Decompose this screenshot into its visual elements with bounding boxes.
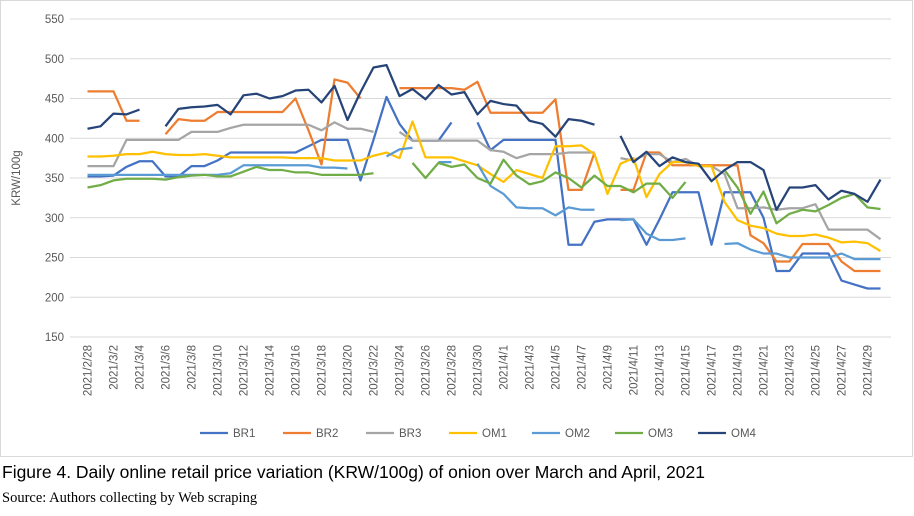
x-tick-label: 2021/3/10 [213, 345, 225, 396]
x-tick-label: 2021/3/2 [109, 345, 121, 390]
caption: Figure 4. Daily online retail price vari… [2, 462, 705, 482]
series-line [87, 146, 881, 261]
x-tick-label: 2021/4/9 [603, 345, 615, 390]
legend-label: BR1 [233, 428, 255, 440]
x-tick-label: 2021/4/23 [785, 345, 797, 396]
legend-label: OM3 [648, 428, 673, 440]
x-tick-label: 2021/3/20 [343, 345, 355, 396]
x-tick-label: 2021/3/24 [395, 344, 407, 396]
x-tick-label: 2021/4/13 [655, 345, 667, 396]
series-line [87, 120, 882, 253]
source: Source: Authors collecting by Web scrapi… [2, 490, 258, 506]
y-tick-label: 500 [45, 54, 64, 66]
y-tick-label: 400 [45, 133, 64, 145]
x-tick-label: 2021/3/30 [473, 345, 485, 396]
y-tick-label: 200 [45, 292, 64, 304]
x-tick-label: 2021/4/21 [759, 345, 771, 396]
legend-label: OM1 [482, 428, 507, 440]
series-line [87, 121, 882, 241]
series-line [87, 78, 881, 273]
x-tick-label: 2021/3/26 [421, 345, 433, 396]
y-axis-label: KRW/100g [11, 150, 23, 205]
x-tick-label: 2021/4/15 [681, 345, 693, 396]
legend-label: OM4 [731, 428, 757, 440]
x-tick-label: 2021/3/14 [265, 344, 277, 396]
x-tick-label: 2021/3/12 [239, 345, 251, 396]
x-tick-label: 2021/3/16 [291, 345, 303, 396]
y-tick-label: 350 [45, 173, 64, 185]
x-tick-label: 2021/4/17 [707, 345, 719, 396]
chart: KRW/100g 150 200 250 300 350 400 450 500 550 2021… [0, 0, 913, 457]
x-tick-label: 2021/3/8 [187, 345, 199, 390]
x-tick-label: 2021/4/19 [733, 345, 745, 396]
legend-label: OM2 [565, 428, 590, 440]
x-tick-label: 2021/4/5 [551, 345, 563, 390]
y-tick-label: 250 [45, 253, 64, 265]
x-tick-label: 2021/3/22 [369, 345, 381, 396]
y-tick-label: 550 [45, 14, 64, 26]
y-tick-label: 300 [45, 213, 64, 225]
series-line [87, 95, 881, 290]
x-tick-label: 2021/4/29 [863, 345, 875, 396]
x-tick-label: 2021/4/1 [499, 345, 511, 390]
x-tick-label: 2021/2/28 [83, 345, 95, 396]
legend-label: BR3 [399, 428, 421, 440]
x-tick-label: 2021/4/7 [577, 345, 589, 390]
x-tick-label: 2021/3/28 [447, 345, 459, 396]
legend-label: BR2 [316, 428, 338, 440]
x-tick-label: 2021/4/25 [811, 345, 823, 396]
x-tick-label: 2021/3/18 [317, 345, 329, 396]
y-tick-label: 150 [45, 332, 64, 344]
x-tick-label: 2021/4/27 [837, 345, 849, 396]
series-line [87, 63, 882, 211]
x-tick-label: 2021/3/6 [161, 345, 173, 390]
x-tick-label: 2021/3/4 [135, 344, 147, 389]
x-tick-label: 2021/4/11 [629, 345, 641, 395]
y-tick-label: 450 [45, 94, 64, 106]
x-tick-label: 2021/4/3 [525, 345, 537, 390]
